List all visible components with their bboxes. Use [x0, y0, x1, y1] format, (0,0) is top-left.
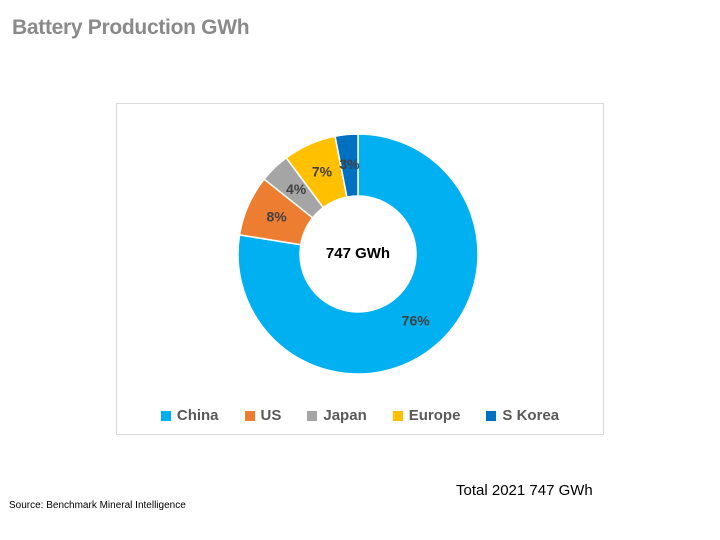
donut-slice-labels: 76% 8% 4% 7% 3% — [267, 156, 431, 328]
slide-title: Battery Production GWh — [12, 16, 250, 39]
legend-item-japan: Japan — [307, 407, 367, 424]
legend-item-s-korea: S Korea — [486, 407, 559, 424]
chart-legend: China US Japan Europe S Korea — [117, 407, 603, 424]
source-note: Source: Benchmark Mineral Intelligence — [9, 500, 186, 511]
legend-label: US — [260, 407, 282, 424]
legend-item-europe: Europe — [392, 407, 461, 424]
slice-label-europe: 7% — [312, 163, 333, 179]
legend-item-china: China — [160, 407, 219, 424]
legend-swatch — [486, 410, 497, 421]
legend-swatch — [307, 410, 318, 421]
legend-swatch — [244, 410, 255, 421]
legend-label: Europe — [408, 407, 461, 424]
total-note: Total 2021 747 GWh — [456, 482, 593, 499]
donut-chart: 76% 8% 4% 7% 3% 747 GWh — [237, 133, 479, 375]
legend-item-us: US — [244, 407, 282, 424]
legend-swatch — [392, 410, 403, 421]
donut-slices — [237, 133, 479, 375]
donut-slice-china — [237, 133, 479, 375]
slice-label-japan: 4% — [286, 181, 307, 197]
donut-slice-s-korea — [334, 133, 359, 198]
legend-label: S Korea — [502, 407, 560, 424]
slice-label-us: 8% — [267, 209, 288, 225]
legend-swatch — [160, 410, 171, 421]
legend-label: China — [176, 407, 219, 424]
slice-label-s-korea: 3% — [339, 156, 360, 172]
chart-frame: 76% 8% 4% 7% 3% 747 GWh China US Japan Europe S … — [116, 103, 604, 435]
donut-center-label: 747 GWh — [326, 245, 390, 262]
legend-label: Japan — [323, 407, 367, 424]
slice-label-china: 76% — [402, 312, 431, 328]
